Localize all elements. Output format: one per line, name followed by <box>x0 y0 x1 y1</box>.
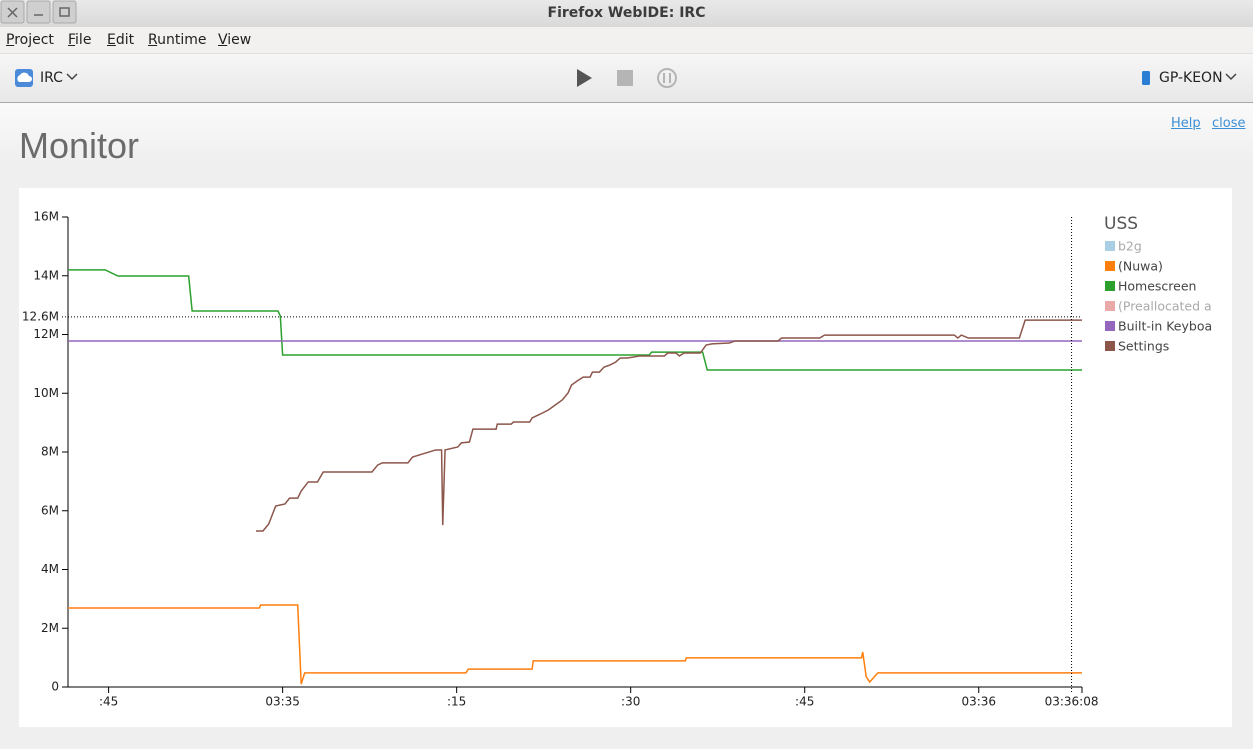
y-tick-label: 4M <box>41 562 59 576</box>
menu-bar: Project File Edit Runtime View <box>0 27 1253 54</box>
menu-item[interactable]: Runtime <box>148 32 207 48</box>
play-button[interactable] <box>577 69 592 87</box>
window-controls <box>0 0 77 24</box>
y-tick-label: 8M <box>41 445 59 459</box>
pause-button[interactable] <box>657 68 677 88</box>
legend-swatch[interactable] <box>1105 261 1115 271</box>
heading: Monitor <box>19 125 140 166</box>
legend-label[interactable]: b2g <box>1118 239 1142 254</box>
menu-item[interactable]: View <box>218 32 252 48</box>
x-tick-label: 03:35 <box>265 695 300 709</box>
series-line <box>255 319 1082 532</box>
pause-icon <box>663 73 671 83</box>
y-tick-label: 12M <box>33 327 59 341</box>
title-bar: Firefox WebIDE: IRC <box>0 0 1253 27</box>
legend-label[interactable]: Settings <box>1118 339 1169 354</box>
legend-label[interactable]: Built-in Keyboa <box>1118 319 1212 334</box>
x-tick-label: :45 <box>795 695 814 709</box>
legend-swatch[interactable] <box>1105 241 1115 251</box>
y-tick-label: 16M <box>33 210 59 224</box>
window-title: Firefox WebIDE: IRC <box>547 5 706 21</box>
chart: 0 2M 4M 6M 8M 10M 12M 14M 16M :45 03:35 :15 :30 :45 03… <box>22 210 1212 709</box>
cloud-icon <box>17 72 32 82</box>
stop-button[interactable] <box>617 70 633 86</box>
device-icon <box>1142 71 1150 85</box>
legend-label[interactable]: Homescreen <box>1118 279 1196 294</box>
maximize-icon <box>59 7 70 17</box>
x-tick-label: :30 <box>621 695 640 709</box>
x-tick-label: :45 <box>99 695 118 709</box>
legend-swatch[interactable] <box>1105 281 1115 291</box>
legend-label[interactable]: (Nuwa) <box>1118 259 1163 274</box>
menu-item[interactable]: Project <box>6 32 54 48</box>
series-line <box>68 604 1082 685</box>
menu-item[interactable]: Edit <box>107 32 135 48</box>
cursor-y-label: 12.6M <box>22 309 59 323</box>
menu-item[interactable]: File <box>68 32 92 48</box>
x-tick-label: :15 <box>447 695 466 709</box>
minimize-button[interactable] <box>26 0 51 24</box>
y-tick-label: 0 <box>51 680 59 694</box>
y-tick-label: 6M <box>41 503 59 517</box>
y-tick-label: 10M <box>33 386 59 400</box>
legend-label[interactable]: (Preallocated a <box>1118 299 1212 314</box>
help-link[interactable]: Help <box>1171 116 1201 131</box>
project-dropdown[interactable] <box>66 73 78 81</box>
legend-swatch[interactable] <box>1105 341 1115 351</box>
runtime-dropdown[interactable] <box>1225 73 1237 81</box>
toolbar: IRC GP-KEON <box>0 54 1253 103</box>
legend-title: USS <box>1104 214 1138 234</box>
cursor-x-label: 03:36:08 <box>1045 695 1099 709</box>
project-name[interactable]: IRC <box>40 70 63 86</box>
legend-swatch[interactable] <box>1105 321 1115 331</box>
series-line <box>68 269 1082 371</box>
close-icon <box>7 7 18 18</box>
runtime-name[interactable]: GP-KEON <box>1159 70 1223 86</box>
y-tick-label: 2M <box>41 621 59 635</box>
y-tick-label: 14M <box>33 268 59 282</box>
legend-swatch[interactable] <box>1105 301 1115 311</box>
close-link[interactable]: close <box>1212 116 1246 131</box>
x-tick-label: 03:36 <box>961 695 996 709</box>
maximize-button[interactable] <box>52 0 77 24</box>
toolbar-graphics: IRC GP-KEON <box>15 68 1237 88</box>
chart-panel: 0 2M 4M 6M 8M 10M 12M 14M 16M :45 03:35 :15 :30 :45 03… <box>19 188 1232 727</box>
